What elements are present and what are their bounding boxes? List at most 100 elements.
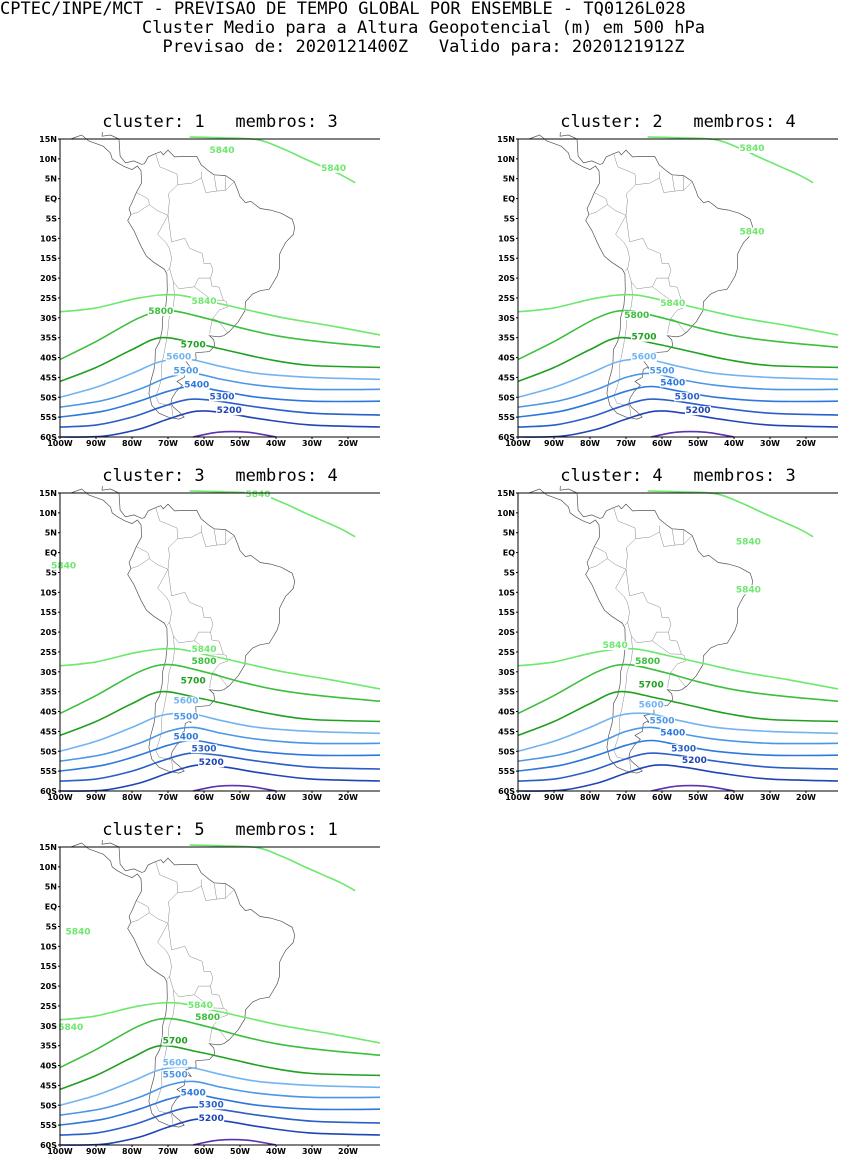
contour-label: 5200 bbox=[217, 406, 242, 416]
contour-label: 5800 bbox=[624, 311, 649, 321]
country-border bbox=[155, 635, 175, 771]
lon-tick-label: 70W bbox=[158, 1147, 178, 1155]
lat-tick-label: EQ bbox=[503, 195, 515, 204]
lat-tick-label: 10N bbox=[39, 509, 57, 518]
lat-tick-label: 55S bbox=[40, 767, 57, 776]
lon-tick-label: 90W bbox=[86, 439, 106, 447]
country-border bbox=[615, 215, 630, 272]
contour-label: 5840 bbox=[739, 144, 764, 154]
lat-tick-label: 10S bbox=[40, 942, 57, 951]
lat-tick-label: 25S bbox=[498, 294, 515, 303]
panel-title: cluster: 5 membros: 1 bbox=[102, 820, 338, 840]
country-border bbox=[213, 882, 217, 900]
contour-label-bg bbox=[739, 143, 765, 153]
lon-tick-label: 100W bbox=[47, 1147, 73, 1155]
country-border bbox=[130, 546, 150, 569]
contour-label-bg bbox=[50, 561, 77, 571]
contour-label-bg bbox=[638, 680, 665, 690]
map-frame: 15N 10N 5N EQ 5S 10S 15S 20S 25S 30S 35S 40S 45S 50S 5… bbox=[20, 132, 380, 447]
panel-title: cluster: 3 membros: 4 bbox=[102, 466, 338, 486]
lon-tick-label: 100W bbox=[505, 439, 531, 447]
lat-tick-label: 15N bbox=[39, 489, 57, 498]
contour-label-bg bbox=[173, 696, 199, 706]
contour-5200 bbox=[59, 764, 380, 792]
lat-tick-label: 5S bbox=[504, 214, 516, 223]
country-border bbox=[149, 912, 169, 924]
lon-tick-label: 80W bbox=[122, 439, 142, 447]
contour-5200 bbox=[59, 1118, 380, 1146]
contour-label-bg bbox=[631, 352, 657, 362]
lon-tick-label: 70W bbox=[158, 793, 178, 801]
lon-tick-label: 60W bbox=[652, 793, 672, 801]
geography bbox=[70, 132, 296, 420]
country-border bbox=[671, 174, 675, 192]
contour-label: 5500 bbox=[173, 712, 198, 722]
contour-label: 5400 bbox=[184, 380, 209, 390]
contour-label: 5400 bbox=[660, 728, 685, 738]
lat-tick-label: EQ bbox=[45, 195, 57, 204]
cluster-panel-3: cluster: 3 membros: 4 15N 10N 5N EQ 5S 10S 15S… bbox=[20, 466, 380, 801]
contour-label-bg bbox=[631, 332, 657, 342]
contour-label-bg bbox=[209, 145, 235, 155]
lat-tick-label: 35S bbox=[498, 334, 515, 343]
contour-label: 5840 bbox=[191, 297, 216, 307]
contour-5800 bbox=[517, 663, 838, 715]
contour-label: 5840 bbox=[209, 146, 234, 156]
contour-label-bg bbox=[674, 392, 701, 402]
contour-lines bbox=[517, 490, 838, 792]
country-border bbox=[659, 177, 693, 193]
lat-tick-label: 40S bbox=[40, 1062, 57, 1071]
plot-border bbox=[59, 138, 380, 438]
country-border bbox=[607, 558, 627, 570]
lat-tick-label: 30S bbox=[40, 668, 57, 677]
lat-tick-label: 45S bbox=[498, 727, 515, 736]
plot-border bbox=[517, 138, 838, 438]
lon-tick-label: 80W bbox=[122, 1147, 142, 1155]
lat-tick-label: 35S bbox=[40, 1042, 57, 1051]
contour-5840 bbox=[189, 136, 356, 184]
contour-label-bg bbox=[602, 640, 629, 650]
lat-tick-label: 15N bbox=[497, 135, 515, 144]
contour-label-bg bbox=[245, 489, 271, 499]
lon-tick-label: 50W bbox=[688, 439, 708, 447]
contour-label: 5840 bbox=[736, 538, 761, 548]
lon-tick-label: 60W bbox=[194, 793, 214, 801]
contour-label: 5700 bbox=[181, 677, 206, 687]
lat-tick-label: 5S bbox=[504, 568, 516, 577]
lat-tick-label: 15S bbox=[40, 962, 57, 971]
axis-ticks: 15N10N5NEQ5S10S15S20S25S30S35S40S45S50S5… bbox=[39, 135, 358, 447]
contour-label-bg bbox=[638, 700, 665, 710]
country-border bbox=[130, 900, 150, 923]
lon-tick-label: 30W bbox=[302, 439, 322, 447]
contour-label-bg bbox=[739, 227, 765, 237]
contour-5300 bbox=[59, 1106, 380, 1136]
contour-label: 5500 bbox=[163, 1070, 188, 1080]
contour-label: 5300 bbox=[675, 392, 700, 402]
lat-tick-label: 45S bbox=[498, 373, 515, 382]
lon-tick-label: 50W bbox=[230, 793, 250, 801]
lat-tick-label: 50S bbox=[498, 747, 515, 756]
contour-5840 bbox=[517, 647, 838, 690]
lat-tick-label: 25S bbox=[40, 1002, 57, 1011]
contour-5840 bbox=[59, 1001, 380, 1044]
country-border bbox=[149, 558, 169, 570]
country-border bbox=[209, 318, 213, 334]
coastline bbox=[70, 486, 296, 774]
contour-label: 5500 bbox=[649, 366, 674, 376]
contour-label-bg bbox=[183, 380, 210, 390]
contour-label-bg bbox=[173, 712, 199, 722]
contour-label: 5700 bbox=[181, 341, 206, 351]
contour-label-bg bbox=[162, 1058, 189, 1068]
country-border bbox=[671, 528, 675, 546]
axis-ticks: 15N10N5NEQ5S10S15S20S25S30S35S40S45S50S5… bbox=[39, 843, 358, 1155]
axis-ticks: 15N10N5NEQ5S10S15S20S25S30S35S40S45S50S5… bbox=[497, 135, 816, 447]
lat-tick-label: 10N bbox=[497, 509, 515, 518]
panel-title: cluster: 4 membros: 3 bbox=[560, 466, 796, 486]
contour-label: 5300 bbox=[209, 392, 234, 402]
contour-5840 bbox=[59, 293, 380, 336]
lat-tick-label: 10N bbox=[497, 155, 515, 164]
lat-tick-label: 55S bbox=[498, 413, 515, 422]
contour-5500 bbox=[517, 726, 838, 762]
contour-label: 5800 bbox=[195, 1013, 220, 1023]
contour-5300 bbox=[59, 398, 380, 428]
